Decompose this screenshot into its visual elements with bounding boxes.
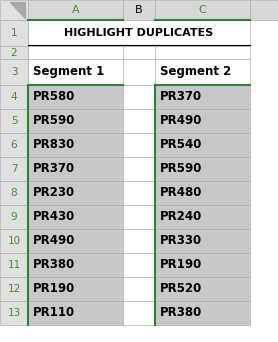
Bar — [155, 253, 250, 277]
Bar — [123, 46, 155, 59]
Text: PR370: PR370 — [33, 162, 75, 175]
Text: PR430: PR430 — [33, 210, 75, 224]
Text: 13: 13 — [8, 308, 21, 318]
Bar — [28, 109, 123, 133]
Text: 7: 7 — [11, 164, 17, 174]
Bar — [0, 20, 28, 46]
Text: 10: 10 — [8, 236, 21, 246]
Bar — [0, 157, 28, 181]
Text: PR520: PR520 — [160, 282, 202, 295]
Bar — [28, 59, 123, 85]
Text: PR590: PR590 — [160, 162, 202, 175]
Bar — [123, 277, 155, 301]
Bar — [0, 46, 28, 59]
Text: PR380: PR380 — [33, 259, 75, 272]
Bar — [155, 0, 250, 20]
Bar — [0, 59, 28, 85]
Bar — [155, 229, 250, 253]
Text: 5: 5 — [11, 116, 17, 126]
Bar — [28, 181, 123, 205]
Text: PR240: PR240 — [160, 210, 202, 224]
Text: PR580: PR580 — [33, 91, 75, 104]
Text: 12: 12 — [8, 284, 21, 294]
Text: PR490: PR490 — [160, 115, 202, 128]
Text: B: B — [135, 5, 143, 15]
Bar — [28, 277, 123, 301]
Polygon shape — [10, 2, 25, 18]
Text: 1: 1 — [11, 28, 17, 38]
Bar — [0, 301, 28, 325]
Bar — [123, 181, 155, 205]
Bar — [155, 301, 250, 325]
Bar — [0, 85, 28, 109]
Text: 2: 2 — [11, 48, 17, 57]
Text: PR110: PR110 — [33, 306, 75, 319]
Text: C: C — [198, 5, 206, 15]
Bar — [155, 205, 250, 229]
Bar — [155, 85, 250, 109]
Text: 3: 3 — [11, 67, 17, 77]
Bar — [155, 181, 250, 205]
Bar — [0, 0, 28, 20]
Text: PR330: PR330 — [160, 235, 202, 248]
Text: Segment 1: Segment 1 — [33, 66, 104, 79]
Text: 6: 6 — [11, 140, 17, 150]
Text: PR230: PR230 — [33, 186, 75, 199]
Bar — [28, 229, 123, 253]
Bar — [0, 253, 28, 277]
Bar — [28, 133, 123, 157]
Bar — [155, 277, 250, 301]
Bar — [155, 59, 250, 85]
Bar — [155, 46, 250, 59]
Text: 11: 11 — [8, 260, 21, 270]
Bar — [28, 157, 123, 181]
Bar — [123, 157, 155, 181]
Bar — [28, 85, 123, 109]
Text: PR480: PR480 — [160, 186, 202, 199]
Bar — [28, 20, 250, 46]
Bar — [28, 253, 123, 277]
Bar — [0, 181, 28, 205]
Text: PR540: PR540 — [160, 139, 202, 152]
Text: PR490: PR490 — [33, 235, 75, 248]
Bar — [28, 46, 123, 59]
Text: HIGHLIGHT DUPLICATES: HIGHLIGHT DUPLICATES — [64, 28, 214, 38]
Bar — [0, 109, 28, 133]
Bar — [123, 133, 155, 157]
Bar — [123, 205, 155, 229]
Bar — [123, 85, 155, 109]
Text: 9: 9 — [11, 212, 17, 222]
Text: 8: 8 — [11, 188, 17, 198]
Bar — [123, 229, 155, 253]
Text: PR370: PR370 — [160, 91, 202, 104]
Bar — [123, 59, 155, 85]
Text: PR590: PR590 — [33, 115, 75, 128]
Bar — [155, 109, 250, 133]
Bar — [250, 0, 278, 20]
Text: PR380: PR380 — [160, 306, 202, 319]
Bar — [0, 205, 28, 229]
Text: PR190: PR190 — [160, 259, 202, 272]
Bar — [155, 157, 250, 181]
Bar — [155, 133, 250, 157]
Bar — [0, 277, 28, 301]
Text: PR190: PR190 — [33, 282, 75, 295]
Bar — [0, 229, 28, 253]
Text: A: A — [72, 5, 79, 15]
Text: 4: 4 — [11, 92, 17, 102]
Bar — [28, 301, 123, 325]
Text: PR830: PR830 — [33, 139, 75, 152]
Bar — [28, 0, 123, 20]
Bar — [0, 133, 28, 157]
Bar — [123, 301, 155, 325]
Bar — [123, 253, 155, 277]
Text: Segment 2: Segment 2 — [160, 66, 231, 79]
Bar — [123, 109, 155, 133]
Bar — [123, 0, 155, 20]
Bar — [28, 205, 123, 229]
